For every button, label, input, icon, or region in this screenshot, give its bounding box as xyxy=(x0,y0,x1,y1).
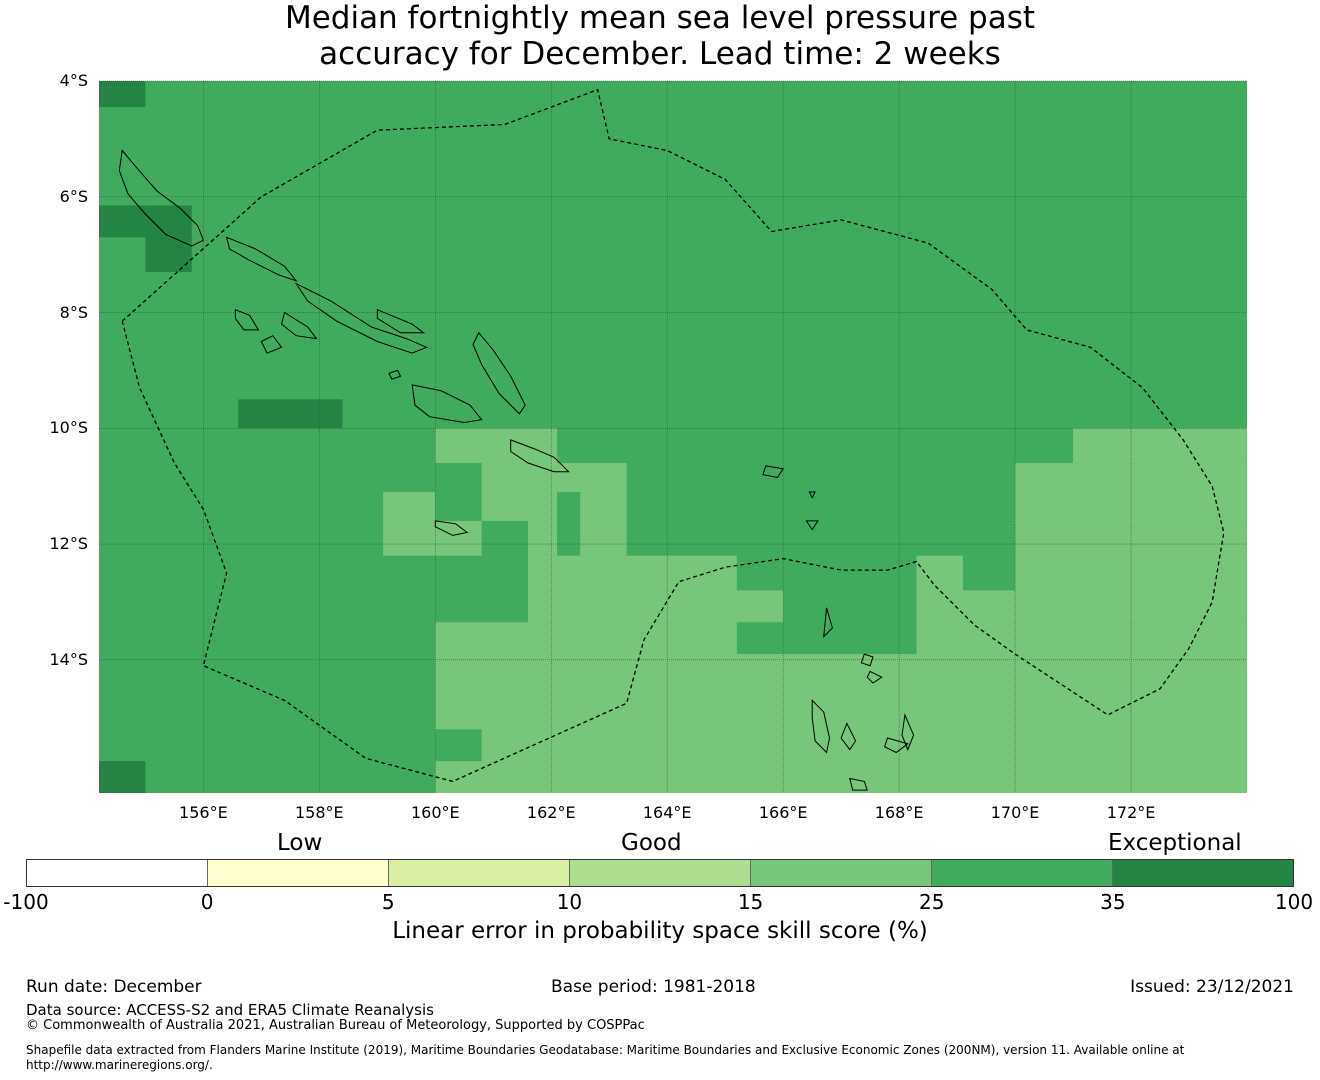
colorbar-segment xyxy=(27,860,208,886)
colorbar xyxy=(26,859,1294,887)
colorbar-tick-label: 100 xyxy=(1274,890,1314,914)
lon-label: 164°E xyxy=(642,803,692,822)
colorbar-tick-label: 15 xyxy=(737,890,764,914)
skill-cell-15-25 xyxy=(383,491,436,521)
skill-cell-15-25 xyxy=(528,555,737,591)
skill-cell-15-25 xyxy=(528,590,784,623)
island-outline xyxy=(811,699,831,754)
skill-cell-25-35 xyxy=(916,526,1016,556)
colorbar-segment xyxy=(208,860,389,886)
lat-label: 4°S xyxy=(59,71,88,90)
island-outline xyxy=(808,491,816,499)
skill-cell-15-25 xyxy=(481,463,529,521)
colorbar-tick-label: 25 xyxy=(918,890,945,914)
lat-label: 6°S xyxy=(59,186,88,206)
island-outline xyxy=(281,311,318,340)
lat-label: 14°S xyxy=(49,649,88,669)
colorbar-segment xyxy=(570,860,751,886)
island-outline xyxy=(260,335,283,354)
lon-label: 156°E xyxy=(179,803,228,822)
colorbar-tick-label: 0 xyxy=(200,890,214,914)
skill-cell-25-35 xyxy=(736,622,784,655)
shapefile-credit-line-1: Shapefile data extracted from Flanders M… xyxy=(26,1043,1185,1057)
skill-cell-15-25 xyxy=(580,491,627,556)
base-period: Base period: 1981-2018 xyxy=(551,977,756,997)
island-outline xyxy=(762,465,785,479)
island-outline xyxy=(388,369,402,380)
skill-cell-15-25 xyxy=(528,428,558,556)
lon-label: 162°E xyxy=(526,803,576,822)
category-good-label: Good xyxy=(621,830,682,856)
issued-date: Issued: 23/12/2021 xyxy=(1130,977,1294,997)
island-outline xyxy=(118,149,205,247)
eez-boundary xyxy=(121,88,1225,783)
island-outline xyxy=(411,384,483,424)
island-outline xyxy=(840,722,857,751)
shapefile-credit-line-2: http://www.marineregions.org/. xyxy=(26,1058,213,1072)
island-outline xyxy=(849,777,868,791)
skill-cell-15-25 xyxy=(1073,428,1247,464)
skill-cell-25-35 xyxy=(962,555,1016,591)
skill-cell-25-35 xyxy=(783,622,917,655)
island-outline xyxy=(823,607,833,639)
skill-cell-35-100 xyxy=(99,205,146,238)
map-gridlines xyxy=(99,80,1247,793)
map-canvas xyxy=(99,80,1247,793)
island-outline xyxy=(805,520,819,531)
skill-cell-35-100 xyxy=(238,399,343,429)
lon-label: 158°E xyxy=(294,803,344,822)
colorbar-tick-label: 5 xyxy=(381,890,395,914)
skill-cell-25-35 xyxy=(481,520,529,556)
coastlines xyxy=(118,149,915,791)
skill-cell-35-100 xyxy=(99,761,146,793)
island-outline xyxy=(510,439,570,473)
island-outline xyxy=(434,520,469,536)
lon-label: 172°E xyxy=(1106,803,1156,822)
colorbar-tick-label: 10 xyxy=(556,890,583,914)
data-source: Data source: ACCESS-S2 and ERA5 Climate … xyxy=(26,1001,434,1019)
colorbar-segment xyxy=(751,860,932,886)
skill-cell-15-25 xyxy=(435,428,529,464)
category-low-label: Low xyxy=(277,830,323,856)
skill-cell-25-35 xyxy=(435,729,482,762)
island-outline xyxy=(225,236,298,282)
island-outline xyxy=(472,331,526,415)
lon-label: 170°E xyxy=(990,803,1040,822)
skill-cell-35-100 xyxy=(99,81,146,108)
colorbar-segment xyxy=(932,860,1113,886)
island-outline xyxy=(294,282,428,354)
skill-regions xyxy=(99,81,1247,793)
lon-label: 168°E xyxy=(874,803,924,822)
map-title: Median fortnightly mean sea level pressu… xyxy=(0,0,1320,72)
island-outline xyxy=(376,308,426,334)
colorbar-tick-label: 35 xyxy=(1100,890,1126,914)
lat-label: 10°S xyxy=(49,418,88,438)
title-line-1: Median fortnightly mean sea level pressu… xyxy=(284,0,1036,36)
colorbar-title: Linear error in probability space skill … xyxy=(392,918,928,944)
copyright: © Commonwealth of Australia 2021, Austra… xyxy=(26,1018,645,1033)
island-outline xyxy=(866,670,883,684)
skill-cell-15-25 xyxy=(557,463,627,492)
title-line-2: accuracy for December. Lead time: 2 week… xyxy=(319,36,1001,72)
lon-label: 160°E xyxy=(410,803,460,822)
lat-label: 8°S xyxy=(59,302,88,322)
skill-cell-35-100 xyxy=(145,205,192,273)
island-outline xyxy=(234,308,260,331)
lat-label: 12°S xyxy=(49,534,88,554)
shapefile-credit: Shapefile data extracted from Flanders M… xyxy=(26,1043,1306,1073)
lon-label: 166°E xyxy=(758,803,808,822)
island-outline xyxy=(883,737,909,754)
run-date: Run date: December xyxy=(26,977,202,997)
colorbar-segment xyxy=(1113,860,1293,886)
island-outline xyxy=(860,653,874,667)
colorbar-tick-label: -100 xyxy=(3,890,49,914)
category-exceptional-label: Exceptional xyxy=(1108,830,1242,856)
island-outline xyxy=(901,713,915,751)
colorbar-segment xyxy=(389,860,570,886)
